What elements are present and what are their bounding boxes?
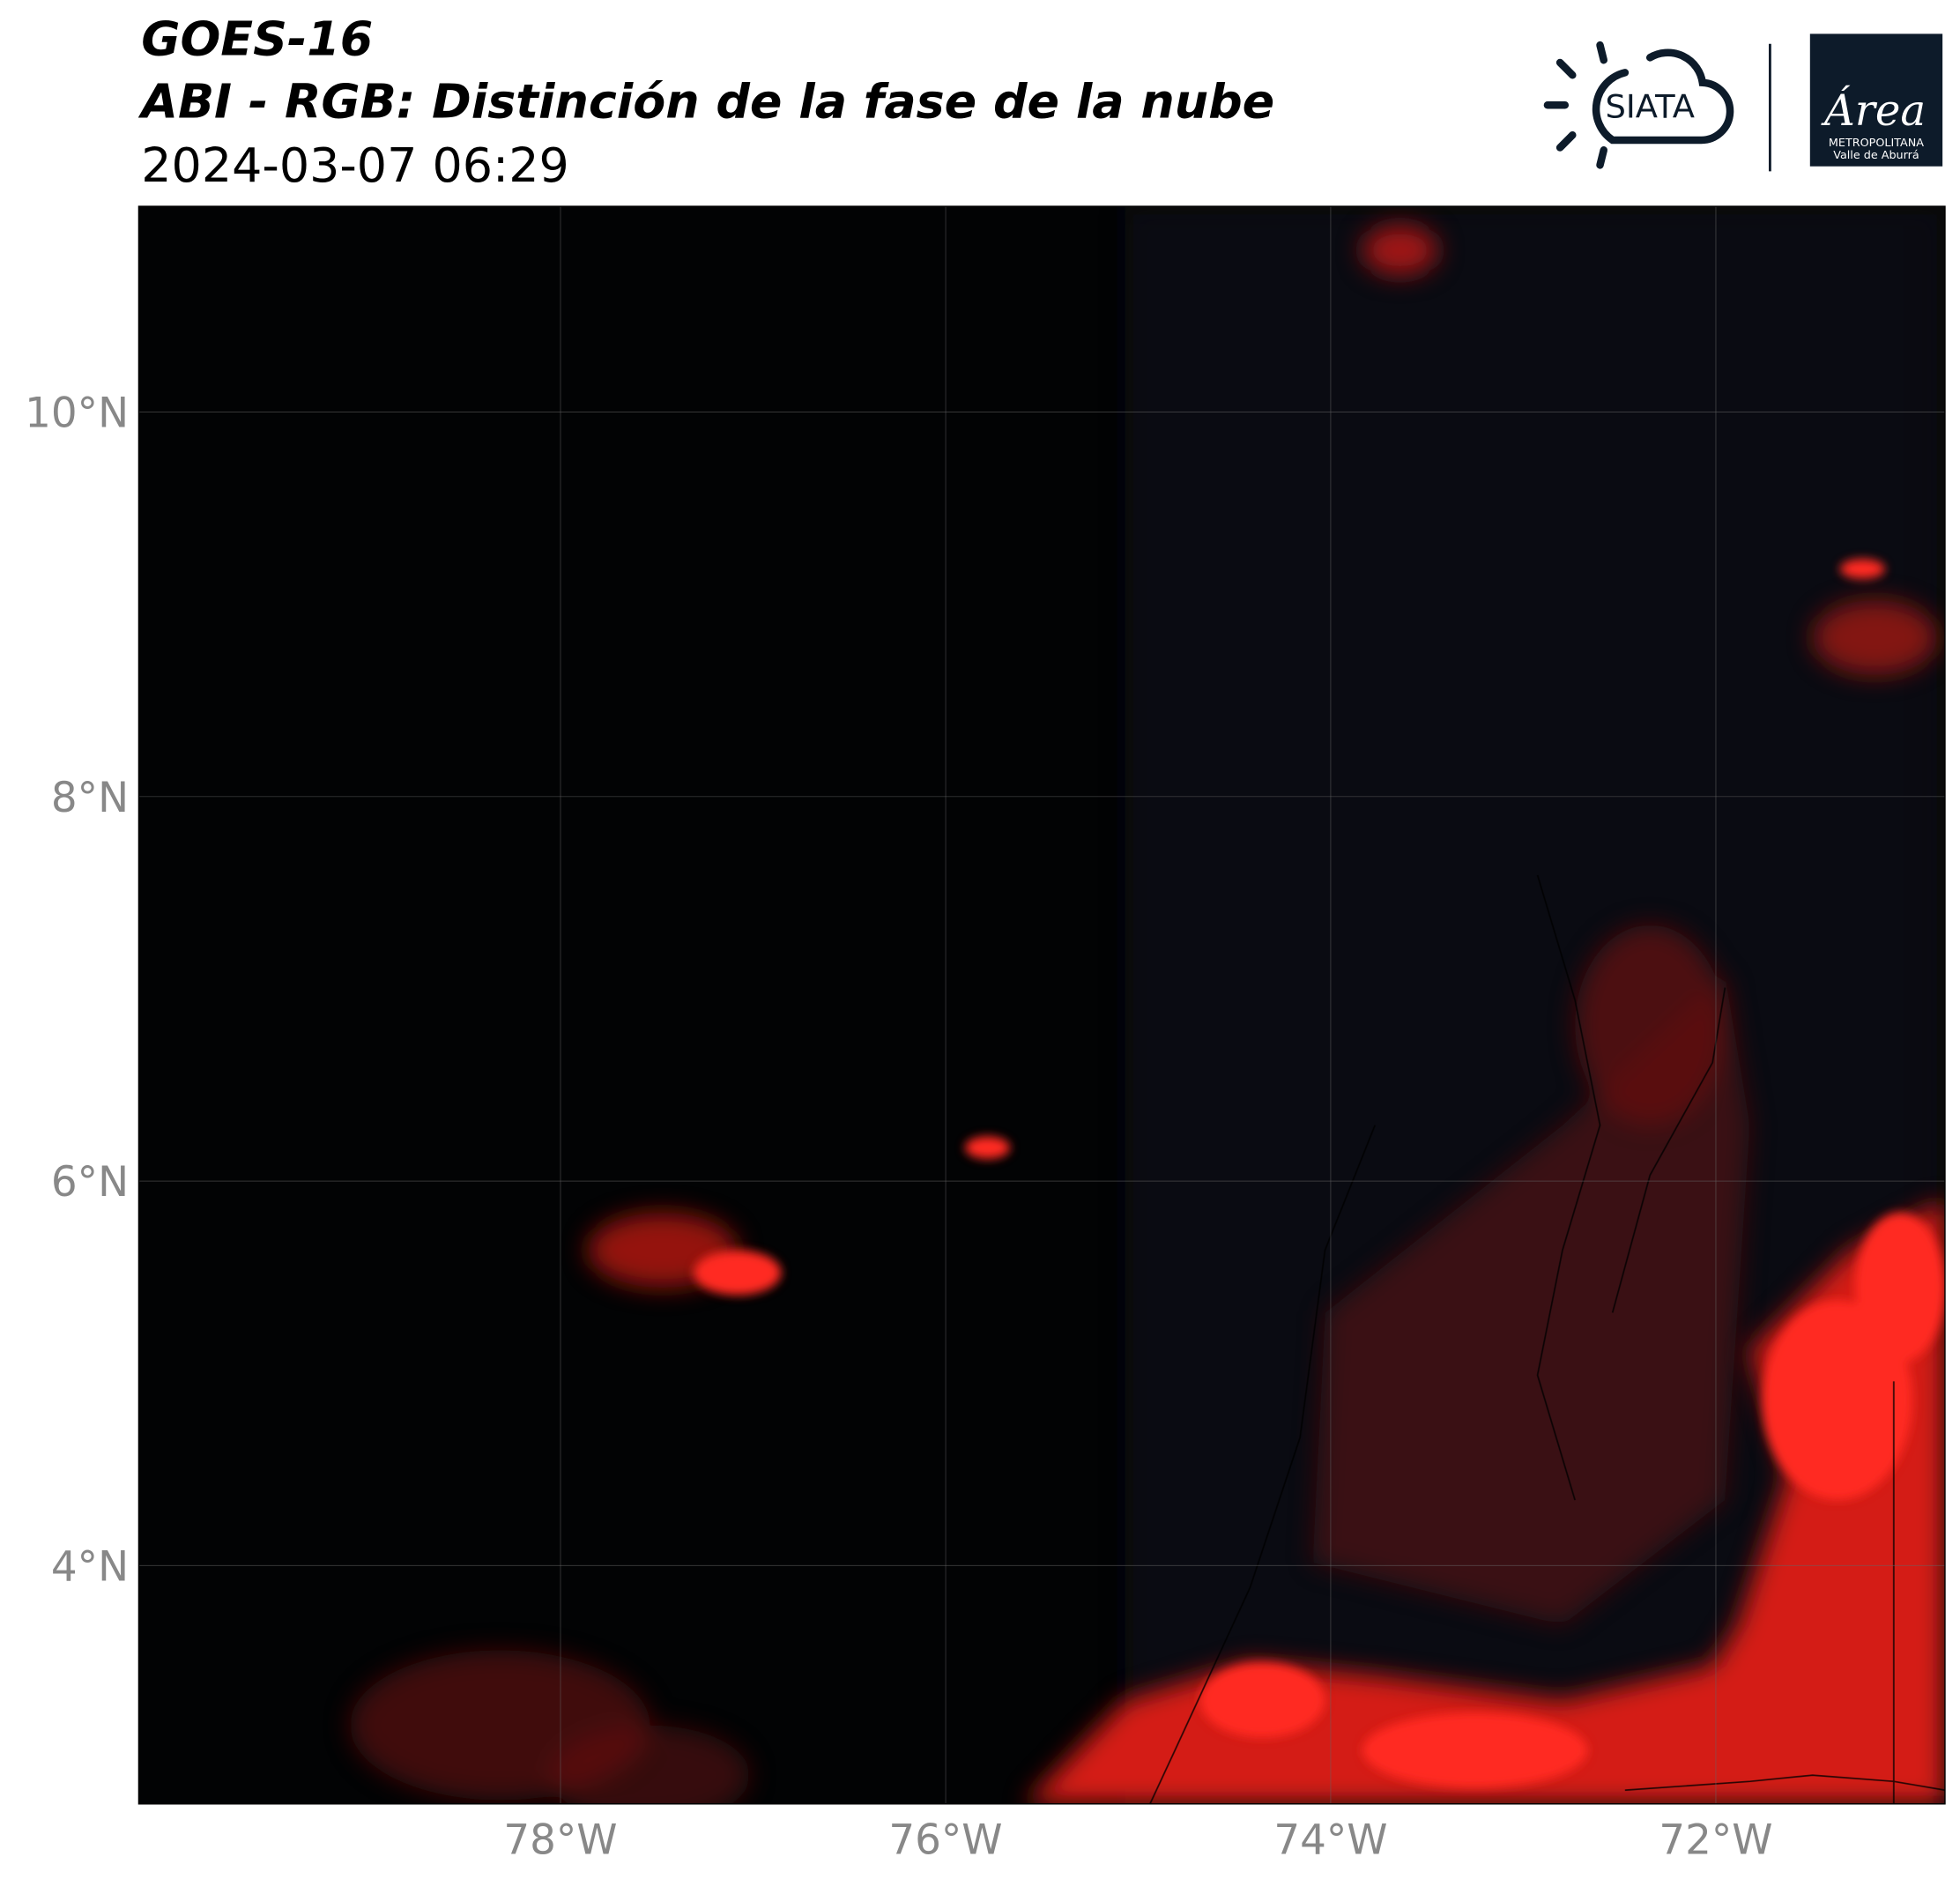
datetime: 2024-03-07 06:29: [141, 137, 568, 193]
area-logo: Área METROPOLITANA Valle de Aburrá: [1809, 33, 1943, 167]
y-tick-label: 4°N: [51, 1543, 129, 1591]
y-tick-label: 6°N: [51, 1159, 129, 1207]
x-tick-label: 74°W: [1273, 1817, 1387, 1865]
area-text: Área: [1821, 85, 1926, 136]
x-tick-label: 72°W: [1659, 1817, 1772, 1865]
area-line1: METROPOLITANA: [1829, 137, 1924, 150]
siata-text: SIATA: [1605, 87, 1695, 125]
siata-logo: SIATA: [1543, 41, 1771, 172]
area-line2: Valle de Aburrá: [1833, 149, 1919, 162]
y-tick-label: 8°N: [51, 775, 129, 822]
x-tick-label: 78°W: [503, 1817, 617, 1865]
title: GOES-16: [141, 11, 373, 67]
x-tick-label: 76°W: [888, 1817, 1002, 1865]
satellite-image: [138, 206, 1945, 1804]
y-tick-label: 10°N: [25, 390, 129, 438]
subtitle: ABI - RGB: Distinción de la fase de la n…: [137, 73, 1274, 129]
